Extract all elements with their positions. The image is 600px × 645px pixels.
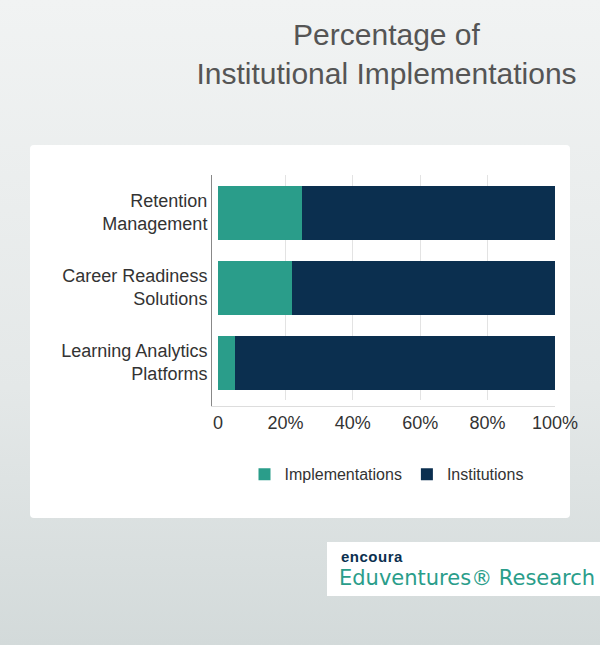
svg-text:60%: 60% (402, 413, 438, 433)
svg-text:Career ReadinessSolutions: Career ReadinessSolutions (62, 266, 207, 309)
svg-text:Percentage ofInstitutional Imp: Percentage ofInstitutional Implementatio… (196, 18, 576, 90)
svg-text:Implementations: Implementations (285, 466, 402, 483)
html-text:Eduventures® Research: Eduventures® Research (339, 566, 596, 590)
svg-text:80%: 80% (470, 413, 506, 433)
svg-text:0: 0 (213, 413, 223, 433)
svg-text:Institutions: Institutions (447, 466, 523, 483)
svg-text:20%: 20% (267, 413, 303, 433)
svg-text:40%: 40% (335, 413, 371, 433)
svg-text:100%: 100% (532, 413, 578, 433)
html-text:encoura: encoura (341, 548, 403, 565)
svg-text:Learning AnalyticsPlatforms: Learning AnalyticsPlatforms (61, 341, 207, 384)
svg-text:RetentionManagement: RetentionManagement (102, 191, 207, 234)
